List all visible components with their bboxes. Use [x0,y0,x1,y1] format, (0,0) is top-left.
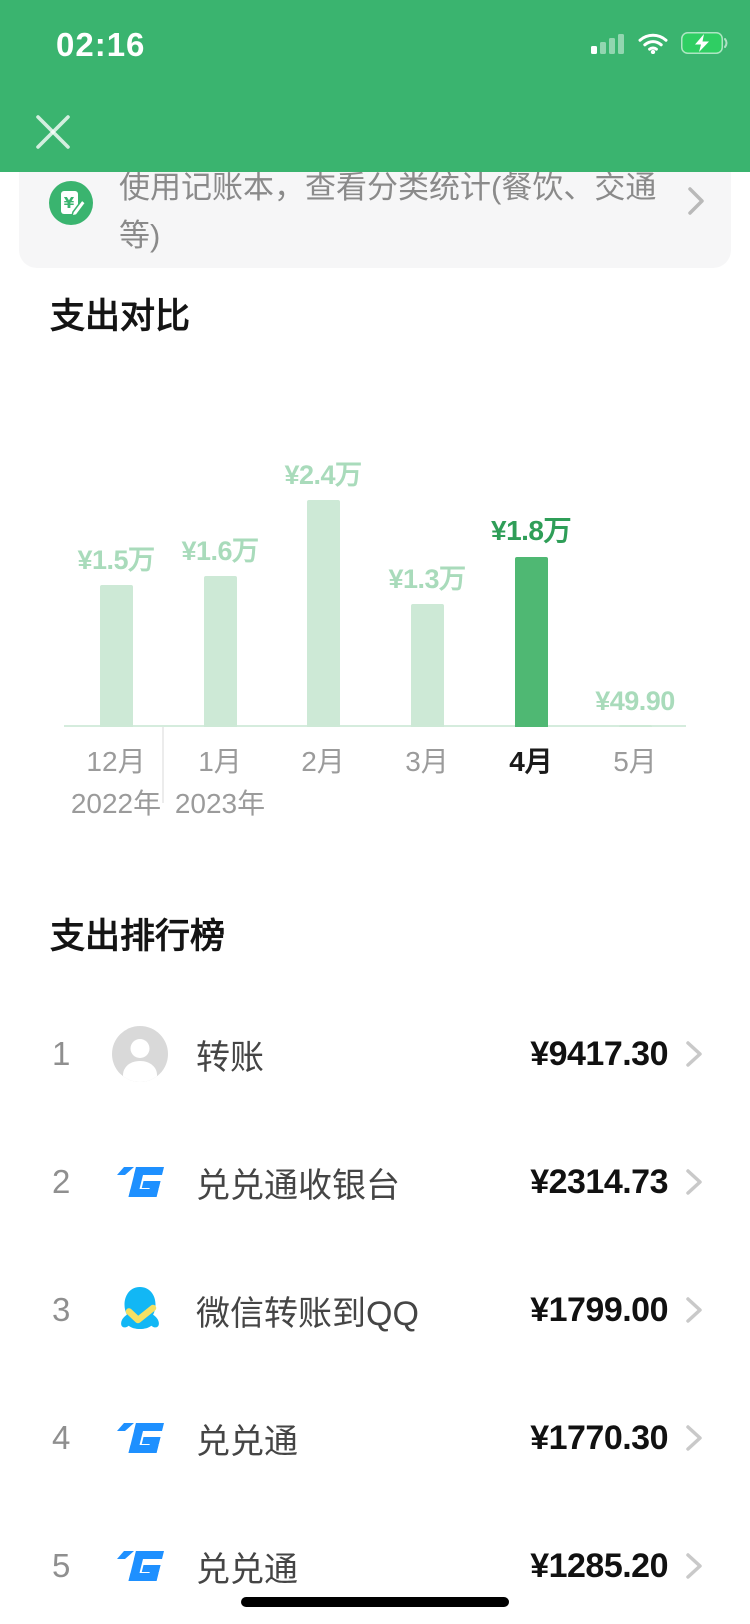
month-tick-label[interactable]: 4月 [509,746,553,777]
chart-baseline [64,725,686,727]
svg-text:¥: ¥ [64,194,75,212]
chevron-right-icon [686,1425,702,1451]
chart-bar-column-3月[interactable]: ¥1.3万 [375,420,479,727]
bar-value-label: ¥2.4万 [284,460,362,490]
expense-ranking-list: 1 转账 ¥9417.30 2 兑兑通收银台 ¥2314.73 3 微信转账到Q… [0,990,750,1624]
month-tick-label[interactable]: 2月 [301,746,345,777]
chart-bar-column-4月[interactable]: ¥1.8万 [479,420,583,727]
expense-ranking-title: 支出排行榜 [50,917,226,956]
ranking-row[interactable]: 2 兑兑通收银台 ¥2314.73 [0,1118,750,1246]
ranking-row[interactable]: 3 微信转账到QQ ¥1799.00 [0,1246,750,1374]
chart-bar-column-1月[interactable]: ¥1.6万 [168,420,272,727]
chevron-right-icon [686,1169,702,1195]
expense-amount: ¥1770.30 [530,1418,668,1457]
page-header: 02:16 [0,0,750,172]
month-tick-label[interactable]: 12月 [86,746,146,777]
banner-text: 使用记账本，查看分类统计(餐饮、交通等) [119,170,657,253]
cellular-signal-icon [591,34,624,54]
bar [514,557,548,727]
bar-value-label: ¥49.90 [595,686,675,716]
merchant-name: 兑兑通 [196,1550,298,1589]
expense-comparison-chart: ¥1.5万 ¥1.6万 ¥2.4万 ¥1.3万 ¥1.8万 ¥49.90 12月 1月 2月 3… [0,420,750,820]
chevron-right-icon [686,1297,702,1323]
duiduitong-logo-icon [112,1410,168,1466]
expense-amount: ¥1799.00 [530,1290,668,1329]
merchant-name: 微信转账到QQ [196,1294,419,1333]
chart-bar-column-12月[interactable]: ¥1.5万 [64,420,168,727]
bar [618,725,652,727]
chart-bar-column-2月[interactable]: ¥2.4万 [271,420,375,727]
bar [410,604,444,727]
ranking-row[interactable]: 5 兑兑通 ¥1285.20 [0,1502,750,1624]
rank-number: 5 [52,1547,71,1584]
merchant-name: 转账 [196,1038,264,1077]
bar [99,585,133,727]
expense-comparison-title: 支出对比 [50,297,191,336]
status-icons [591,31,728,55]
rank-number: 3 [52,1291,71,1328]
month-tick-label[interactable]: 5月 [613,746,657,777]
rank-number: 2 [52,1163,71,1200]
month-tick-label[interactable]: 1月 [198,746,242,777]
ledger-book-icon: ¥ [49,181,93,225]
ranking-row[interactable]: 1 转账 ¥9417.30 [0,990,750,1118]
month-tick-label[interactable]: 3月 [405,746,449,777]
rank-number: 4 [52,1419,71,1456]
accounting-book-banner[interactable]: ¥ 使用记账本，查看分类统计(餐饮、交通等) [19,154,731,268]
qq-penguin-icon [112,1282,168,1338]
bar [306,500,340,727]
battery-charging-icon [681,32,728,54]
expense-amount: ¥9417.30 [530,1034,668,1073]
chevron-right-icon [686,1553,702,1579]
home-indicator[interactable] [241,1597,509,1607]
chevron-right-icon [688,187,704,215]
status-time: 02:16 [56,26,146,63]
duiduitong-logo-icon [112,1538,168,1594]
expense-amount: ¥2314.73 [530,1162,668,1201]
year-tick-label: 2023年 [174,788,266,819]
chevron-right-icon [686,1041,702,1067]
expense-amount: ¥1285.20 [530,1546,668,1585]
bar-value-label: ¥1.8万 [491,515,572,546]
duiduitong-logo-icon [112,1154,168,1210]
bar-value-label: ¥1.3万 [388,564,466,594]
bar-value-label: ¥1.6万 [181,536,259,566]
rank-number: 1 [52,1035,71,1072]
wifi-icon [638,33,668,54]
merchant-name: 兑兑通收银台 [196,1166,400,1205]
person-avatar-icon [112,1026,168,1082]
chart-bar-column-5月[interactable]: ¥49.90 [583,420,687,727]
year-tick-label: 2022年 [70,788,162,819]
merchant-name: 兑兑通 [196,1422,298,1461]
ranking-row[interactable]: 4 兑兑通 ¥1770.30 [0,1374,750,1502]
bar-value-label: ¥1.5万 [77,545,155,575]
year-divider-line [162,727,164,803]
close-icon[interactable] [34,113,72,151]
bar [203,576,237,727]
